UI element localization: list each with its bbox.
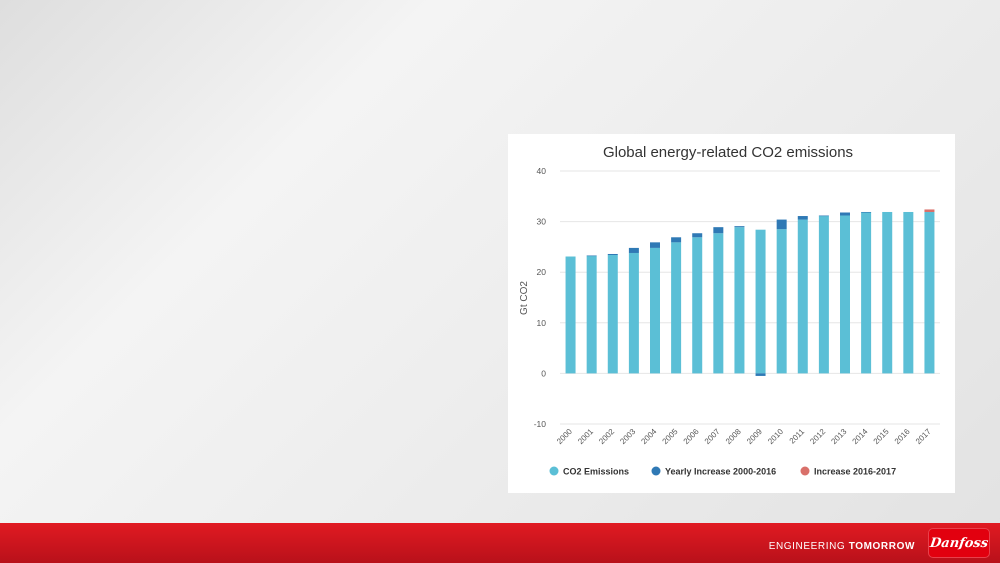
bar-yearly-increase-2000-2016-2001 xyxy=(586,255,597,257)
x-tick-label: 2015 xyxy=(872,427,891,446)
bar-co2-emissions-2001 xyxy=(586,256,597,374)
legend-item-increase-2016-2017[interactable]: Increase 2016-2017 xyxy=(800,466,897,477)
bar-co2-emissions-2002 xyxy=(607,254,618,374)
bar-yearly-increase-2000-2016-2010 xyxy=(776,219,787,230)
footer-bar: ENGINEERING TOMORROW Danfoss xyxy=(0,523,1000,563)
x-tick-label: 2011 xyxy=(788,427,807,446)
bar-co2-emissions-2011 xyxy=(797,219,808,374)
x-tick-label: 2017 xyxy=(914,427,933,446)
legend-label: Yearly Increase 2000-2016 xyxy=(665,467,776,477)
y-tick-label: 0 xyxy=(541,368,546,378)
legend-item-yearly-increase-2000-2016[interactable]: Yearly Increase 2000-2016 xyxy=(651,466,777,477)
bar-co2-emissions-2009 xyxy=(755,229,766,374)
bar-yearly-increase-2000-2016-2005 xyxy=(671,237,682,243)
grid-lines xyxy=(560,170,940,425)
bar-yearly-increase-2000-2016-2007 xyxy=(713,227,724,234)
legend-label: Increase 2016-2017 xyxy=(814,467,896,477)
x-tick-label: 2010 xyxy=(766,427,785,446)
bar-co2-emissions-2000 xyxy=(565,256,576,374)
x-tick-labels: 2000 2001 2002 2003 2004 2005 2006 2007 2008 2009… xyxy=(555,427,933,446)
legend-marker xyxy=(800,466,810,476)
bar-co2-emissions-2006 xyxy=(692,237,703,374)
bar-co2-emissions-2003 xyxy=(628,252,639,374)
logo-text: Danfoss xyxy=(928,535,990,551)
x-tick-label: 2002 xyxy=(597,427,616,446)
y-tick-label: 20 xyxy=(537,267,547,277)
bar-co2-emissions-2007 xyxy=(713,233,724,374)
bar-yearly-increase-2000-2016-2002 xyxy=(607,253,618,255)
x-tick-label: 2013 xyxy=(829,427,848,446)
bar-yearly-increase-2000-2016-2006 xyxy=(692,233,703,238)
x-tick-label: 2012 xyxy=(808,427,827,446)
tagline: ENGINEERING TOMORROW xyxy=(769,541,915,552)
tagline-bold: TOMORROW xyxy=(848,541,915,552)
bar-co2-emissions-2013 xyxy=(840,215,850,374)
bar-yearly-increase-2000-2016-2013 xyxy=(840,212,850,216)
bar-co2-emissions-2014 xyxy=(861,212,872,374)
bar-co2-emissions-2004 xyxy=(650,247,660,374)
bar-co2-emissions-2008 xyxy=(734,227,745,374)
bars xyxy=(565,209,935,376)
legend-marker xyxy=(549,466,559,476)
x-tick-label: 2003 xyxy=(618,427,637,446)
y-tick-labels: 40 30 20 10 0 -10 xyxy=(534,166,547,429)
legend-marker xyxy=(651,466,661,476)
legend-item-co2-emissions[interactable]: CO2 Emissions xyxy=(549,466,630,477)
bar-yearly-increase-2000-2016-2009 xyxy=(755,373,766,376)
legend[interactable]: CO2 Emissions Yearly Increase 2000-2016 In… xyxy=(549,466,897,477)
bar-co2-emissions-2010 xyxy=(776,229,787,374)
bar-yearly-increase-2000-2016-2012 xyxy=(818,215,829,217)
chart-card: Global energy-related CO2 emissions Gt C… xyxy=(508,134,955,493)
x-tick-label: 2009 xyxy=(745,427,764,446)
bar-yearly-increase-2000-2016-2008 xyxy=(734,226,745,228)
bar-co2-emissions-2005 xyxy=(671,242,682,374)
x-tick-label: 2001 xyxy=(576,427,595,446)
bar-co2-emissions-2017 xyxy=(924,211,935,374)
x-tick-label: 2004 xyxy=(639,427,658,446)
x-tick-label: 2005 xyxy=(661,427,680,446)
y-tick-label: 30 xyxy=(537,217,547,227)
legend-label: CO2 Emissions xyxy=(563,467,629,477)
x-tick-label: 2006 xyxy=(682,427,701,446)
x-tick-label: 2008 xyxy=(724,427,743,446)
y-tick-label: 10 xyxy=(537,318,547,328)
x-tick-label: 2000 xyxy=(555,427,574,446)
x-tick-label: 2007 xyxy=(703,427,722,446)
x-tick-label: 2016 xyxy=(893,427,912,446)
bar-yearly-increase-2000-2016-2014 xyxy=(861,211,872,213)
x-tick-label: 2014 xyxy=(851,427,870,446)
bar-yearly-increase-2000-2016-2011 xyxy=(797,216,808,220)
y-axis-label: Gt CO2 xyxy=(519,281,530,315)
danfoss-logo: Danfoss xyxy=(928,528,990,558)
tagline-light: ENGINEERING xyxy=(768,541,846,552)
emissions-chart: Global energy-related CO2 emissions Gt C… xyxy=(519,144,940,477)
bar-yearly-increase-2000-2016-2004 xyxy=(650,242,660,248)
bar-co2-emissions-2012 xyxy=(818,216,829,374)
bar-co2-emissions-2015 xyxy=(882,211,893,374)
bar-yearly-increase-2000-2016-2003 xyxy=(628,247,639,253)
chart-title: Global energy-related CO2 emissions xyxy=(603,144,853,161)
y-tick-label: 40 xyxy=(537,166,547,176)
bar-co2-emissions-2016 xyxy=(903,211,914,374)
bar-increase-2016-2017-2017 xyxy=(924,209,935,212)
y-tick-label: -10 xyxy=(534,419,547,429)
